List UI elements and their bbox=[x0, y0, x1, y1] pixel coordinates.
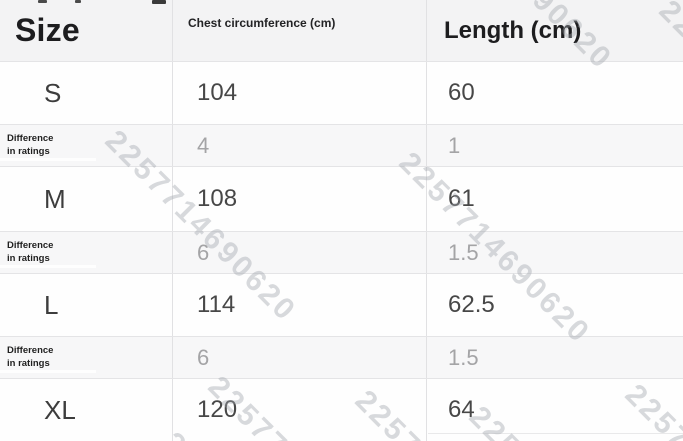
size-label: S bbox=[0, 62, 173, 124]
crop-artifact bbox=[75, 0, 81, 3]
table-row-xl: XL 120 64 bbox=[0, 379, 683, 441]
table-row-diff-1: Difference in ratings 4 1 bbox=[0, 125, 683, 167]
chest-value: 108 bbox=[173, 167, 427, 231]
difference-label-line2: in ratings bbox=[7, 252, 50, 264]
chest-value: 114 bbox=[173, 274, 427, 336]
crop-artifact bbox=[38, 0, 47, 3]
length-diff-value: 1 bbox=[448, 132, 461, 158]
length-value: 64 bbox=[448, 396, 475, 423]
length-value: 60 bbox=[448, 79, 475, 106]
size-label: L bbox=[0, 274, 173, 336]
difference-label: Difference in ratings bbox=[0, 125, 173, 166]
table-header-row: Size Chest circumference (cm) Length (cm… bbox=[0, 0, 683, 62]
difference-label: Difference in ratings bbox=[0, 232, 173, 273]
chest-diff-value: 6 bbox=[173, 337, 427, 378]
table-bottom-border bbox=[428, 433, 683, 434]
column-header-chest: Chest circumference (cm) bbox=[173, 0, 427, 61]
label-underline-artifact bbox=[0, 158, 96, 161]
table-row-m: M 108 61 bbox=[0, 167, 683, 232]
size-label: XL bbox=[0, 379, 173, 441]
difference-label-line1: Difference bbox=[7, 344, 54, 356]
chest-diff-value: 4 bbox=[173, 125, 427, 166]
crop-artifact bbox=[152, 0, 166, 4]
column-header-size: Size bbox=[0, 0, 173, 61]
table-row-diff-3: Difference in ratings 6 1.5 bbox=[0, 337, 683, 379]
difference-label-line2: in ratings bbox=[7, 145, 50, 157]
table-row-diff-2: Difference in ratings 6 1.5 bbox=[0, 232, 683, 274]
length-value: 61 bbox=[448, 185, 475, 212]
table-row-l: L 114 62.5 bbox=[0, 274, 683, 337]
chest-value: 104 bbox=[173, 62, 427, 124]
label-underline-artifact bbox=[0, 265, 96, 268]
difference-label-line2: in ratings bbox=[7, 357, 50, 369]
length-diff-value: 1.5 bbox=[448, 344, 479, 370]
chest-diff-value: 6 bbox=[173, 232, 427, 273]
column-header-length: Length (cm) bbox=[444, 16, 582, 44]
size-label: M bbox=[0, 167, 173, 231]
label-underline-artifact bbox=[0, 370, 96, 373]
difference-label: Difference in ratings bbox=[0, 337, 173, 378]
length-value: 62.5 bbox=[448, 291, 495, 318]
chest-value: 120 bbox=[173, 379, 427, 441]
difference-label-line1: Difference bbox=[7, 239, 54, 251]
difference-label-line1: Difference bbox=[7, 132, 54, 144]
length-diff-value: 1.5 bbox=[448, 239, 479, 265]
table-row-s: S 104 60 bbox=[0, 62, 683, 125]
